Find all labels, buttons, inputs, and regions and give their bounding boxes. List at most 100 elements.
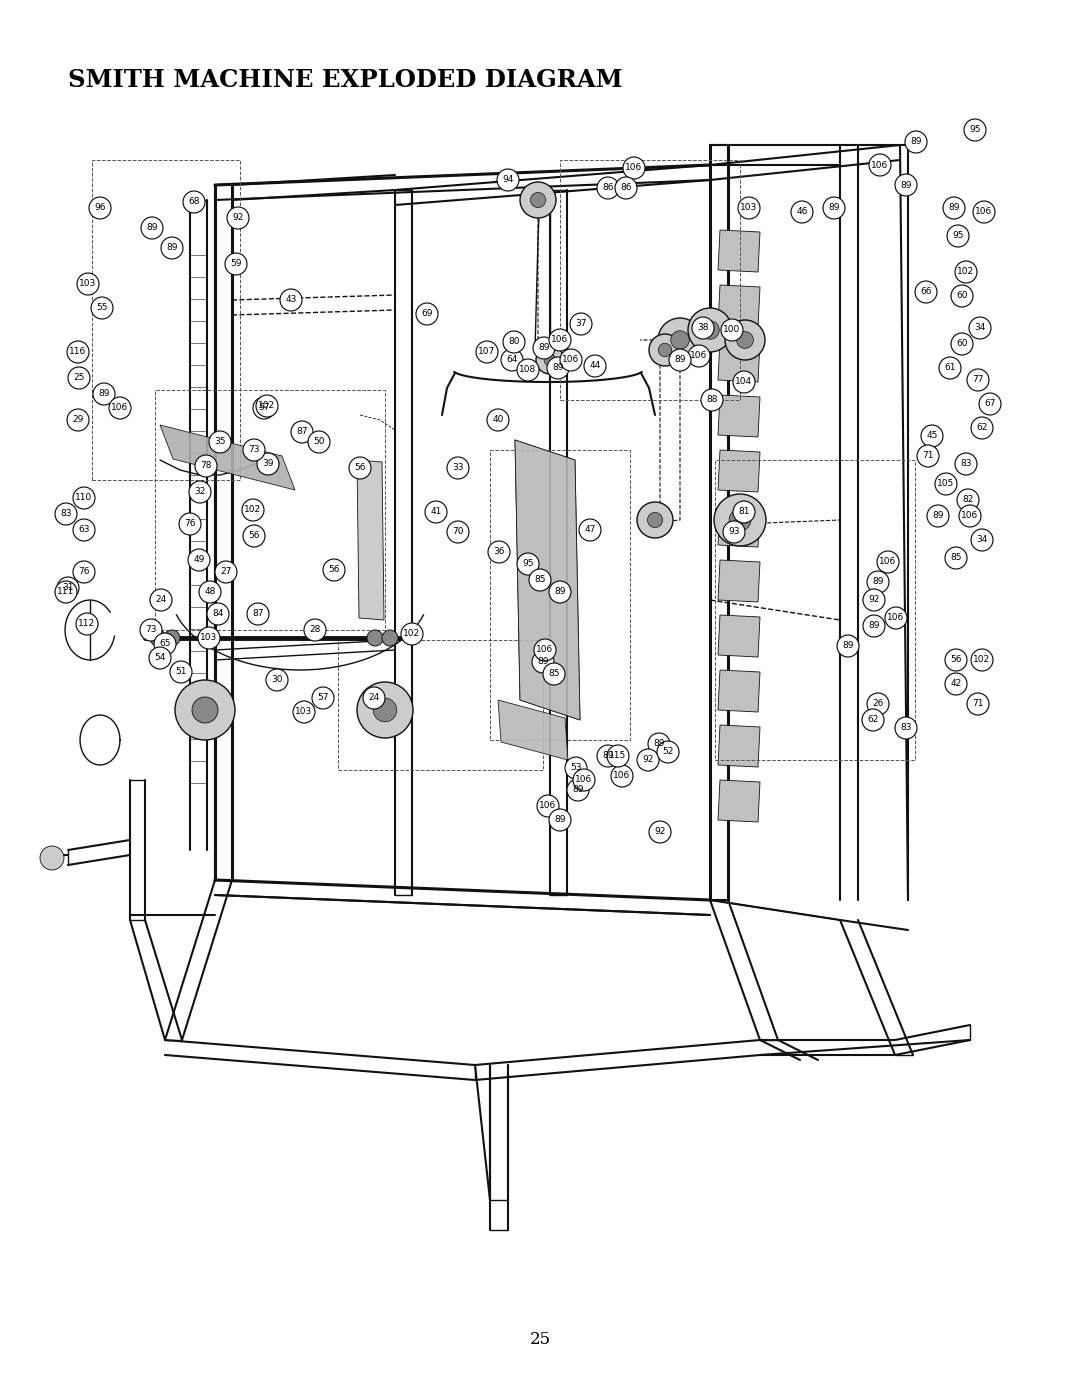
Circle shape [91, 298, 113, 319]
Circle shape [951, 285, 973, 307]
Circle shape [55, 581, 77, 604]
Circle shape [647, 513, 662, 528]
Bar [338, 640, 543, 770]
Circle shape [164, 630, 180, 645]
Circle shape [67, 409, 89, 432]
Circle shape [964, 119, 986, 141]
Circle shape [416, 303, 438, 326]
Circle shape [529, 569, 551, 591]
Circle shape [497, 169, 519, 191]
Circle shape [565, 757, 588, 780]
Circle shape [357, 682, 413, 738]
Bar [490, 450, 630, 740]
Circle shape [957, 489, 978, 511]
Circle shape [561, 349, 582, 372]
Circle shape [140, 619, 162, 641]
Text: 62: 62 [867, 715, 879, 725]
Circle shape [303, 619, 326, 641]
Text: 89: 89 [554, 816, 566, 824]
Text: 56: 56 [248, 531, 260, 541]
Circle shape [659, 344, 672, 356]
Text: 92: 92 [868, 595, 880, 605]
Polygon shape [718, 395, 760, 437]
Text: 95: 95 [969, 126, 981, 134]
Text: 43: 43 [285, 296, 297, 305]
Circle shape [215, 562, 237, 583]
Circle shape [447, 457, 469, 479]
Text: 89: 89 [146, 224, 158, 232]
Text: 106: 106 [879, 557, 896, 567]
Text: 73: 73 [248, 446, 260, 454]
Circle shape [701, 388, 723, 411]
Text: 42: 42 [950, 679, 961, 689]
Polygon shape [718, 615, 760, 657]
Text: 35: 35 [214, 437, 226, 447]
Text: 89: 89 [901, 180, 912, 190]
Circle shape [67, 341, 89, 363]
Text: 24: 24 [368, 693, 380, 703]
Circle shape [175, 680, 235, 740]
Circle shape [534, 337, 555, 359]
Circle shape [247, 604, 269, 624]
Polygon shape [718, 339, 760, 381]
Text: 85: 85 [535, 576, 545, 584]
Circle shape [367, 630, 383, 645]
Circle shape [68, 367, 90, 388]
Circle shape [426, 502, 447, 522]
Circle shape [688, 307, 732, 352]
Text: 71: 71 [922, 451, 934, 461]
Text: 100: 100 [724, 326, 741, 334]
Text: 50: 50 [313, 437, 325, 447]
Circle shape [657, 740, 679, 763]
Text: 29: 29 [72, 415, 83, 425]
Circle shape [198, 627, 220, 650]
Text: 71: 71 [972, 700, 984, 708]
Text: 88: 88 [706, 395, 718, 405]
Text: 30: 30 [271, 676, 283, 685]
Text: 68: 68 [188, 197, 200, 207]
Circle shape [895, 717, 917, 739]
Circle shape [503, 331, 525, 353]
Circle shape [93, 383, 114, 405]
Circle shape [207, 604, 229, 624]
Circle shape [978, 393, 1001, 415]
Circle shape [530, 193, 545, 208]
Text: 69: 69 [421, 310, 433, 319]
Circle shape [721, 319, 743, 341]
Polygon shape [718, 671, 760, 712]
Bar [715, 460, 915, 760]
Text: 24: 24 [156, 595, 166, 605]
Circle shape [943, 197, 966, 219]
Bar [92, 161, 240, 481]
Circle shape [570, 313, 592, 335]
Circle shape [955, 261, 977, 284]
Circle shape [109, 397, 131, 419]
Circle shape [725, 320, 765, 360]
Circle shape [150, 590, 172, 610]
Polygon shape [718, 231, 760, 272]
Text: 89: 89 [674, 355, 686, 365]
Text: 36: 36 [494, 548, 504, 556]
Text: 106: 106 [576, 775, 593, 785]
Circle shape [189, 481, 211, 503]
Text: 61: 61 [944, 363, 956, 373]
Circle shape [242, 499, 264, 521]
Circle shape [536, 346, 564, 374]
Circle shape [917, 446, 939, 467]
Text: 62: 62 [976, 423, 988, 433]
Circle shape [537, 795, 559, 817]
Text: 112: 112 [79, 619, 95, 629]
Circle shape [597, 745, 619, 767]
Text: 102: 102 [973, 655, 990, 665]
Circle shape [183, 191, 205, 212]
Circle shape [476, 341, 498, 363]
Text: 106: 106 [537, 645, 554, 655]
Circle shape [951, 332, 973, 355]
Polygon shape [718, 285, 760, 327]
Circle shape [293, 701, 315, 724]
Circle shape [671, 331, 689, 349]
Polygon shape [718, 504, 760, 548]
Text: 103: 103 [201, 633, 218, 643]
Circle shape [549, 809, 571, 831]
Text: 107: 107 [478, 348, 496, 356]
